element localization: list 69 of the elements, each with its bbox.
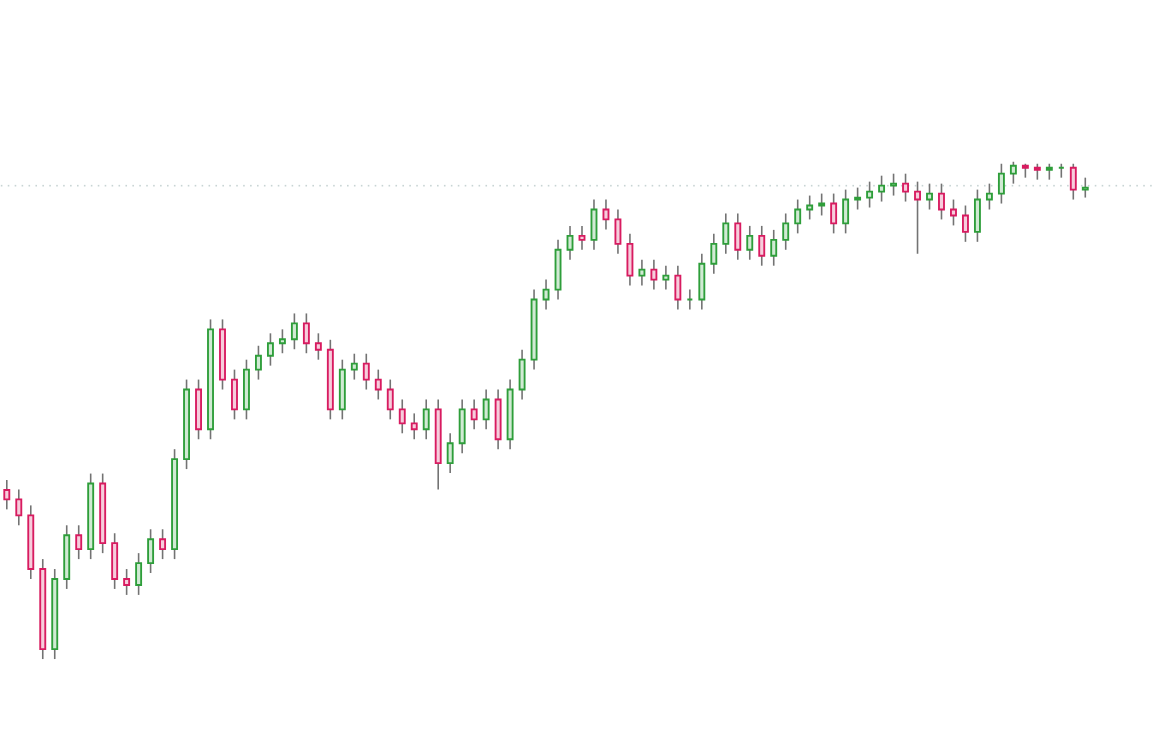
candlestick	[902, 172, 909, 202]
candlestick	[722, 212, 730, 255]
candlestick	[938, 182, 945, 220]
candlestick	[758, 224, 766, 267]
candlestick	[362, 352, 370, 390]
candlestick	[159, 528, 167, 560]
candlestick	[338, 358, 346, 420]
candlestick	[75, 524, 83, 560]
candlestick	[243, 358, 250, 420]
candlestick	[111, 531, 119, 590]
candlestick	[878, 174, 886, 202]
candlestick	[255, 344, 262, 380]
candlestick	[135, 551, 143, 596]
candlestick	[626, 232, 634, 286]
candlestick	[818, 192, 826, 216]
candlestick	[770, 228, 778, 267]
candlestick	[674, 264, 682, 310]
candlestick	[278, 328, 286, 354]
candlestick	[734, 212, 742, 261]
candlestick	[926, 182, 933, 210]
candlestick	[231, 368, 238, 420]
candlestick	[650, 258, 658, 290]
candlestick	[15, 488, 23, 526]
candlestick	[1081, 176, 1089, 198]
candlestick	[470, 398, 478, 430]
candlestick	[662, 264, 670, 290]
candlestick	[266, 332, 274, 366]
candlestick	[123, 567, 131, 596]
candlestick	[914, 180, 921, 255]
candlestick	[147, 528, 155, 574]
candlestick	[1069, 162, 1077, 200]
candlestick	[578, 224, 586, 251]
candlestick	[782, 212, 790, 251]
candlestick	[710, 232, 718, 274]
candlestick	[866, 180, 874, 208]
candlestick	[494, 388, 502, 450]
candlestick	[890, 172, 897, 196]
candlestick	[458, 398, 466, 454]
candlestick	[566, 224, 574, 261]
candlestick	[290, 312, 298, 350]
candlestick	[962, 204, 969, 243]
candlestick	[842, 188, 850, 234]
candlestick	[482, 388, 490, 430]
candlestick	[386, 378, 394, 420]
candlestick	[422, 398, 430, 440]
candlestick	[518, 348, 526, 400]
candlestick	[63, 524, 71, 590]
candlestick	[3, 478, 11, 510]
candlestick	[614, 208, 622, 255]
candlestick	[302, 312, 310, 354]
candlestick	[314, 332, 322, 361]
candlestick	[794, 198, 802, 234]
candlestick	[973, 188, 981, 243]
candlestick	[350, 352, 358, 380]
candlestick	[195, 378, 202, 440]
candlestick	[698, 252, 706, 310]
candlestick	[806, 194, 814, 220]
candlestick	[746, 224, 754, 261]
candlestick	[398, 398, 406, 434]
candlestick	[410, 412, 418, 440]
candlestick	[985, 182, 993, 210]
candlestick	[830, 192, 838, 234]
candlestick	[997, 162, 1005, 204]
candlestick	[446, 432, 454, 474]
candlestick	[638, 258, 646, 286]
candlestick	[950, 198, 957, 226]
candlestick	[374, 368, 382, 400]
candlestick	[1009, 160, 1017, 184]
candlestick	[854, 186, 862, 210]
